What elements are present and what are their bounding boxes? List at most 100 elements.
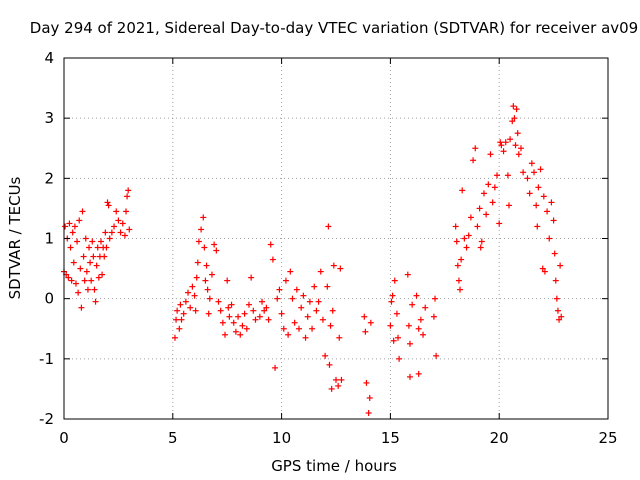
y-tick-label: 2 xyxy=(44,169,54,187)
data-point xyxy=(507,136,514,143)
data-point xyxy=(328,385,335,392)
data-point xyxy=(500,148,507,155)
data-point xyxy=(553,295,560,302)
y-tick-label: -2 xyxy=(39,410,54,428)
data-point xyxy=(480,190,487,197)
data-point xyxy=(206,295,213,302)
data-point xyxy=(126,226,133,233)
data-point xyxy=(105,202,112,209)
data-point xyxy=(256,313,263,320)
data-point xyxy=(326,361,333,368)
data-point xyxy=(205,310,212,317)
data-point xyxy=(176,325,183,332)
data-point xyxy=(265,316,272,323)
data-point xyxy=(182,298,189,305)
data-point xyxy=(75,289,82,296)
data-point xyxy=(420,331,427,338)
chart-title: Day 294 of 2021, Sidereal Day-to-day VTE… xyxy=(30,19,638,37)
data-point xyxy=(367,319,374,326)
data-point xyxy=(208,271,215,278)
data-point xyxy=(505,202,512,209)
data-point xyxy=(93,262,100,269)
data-point xyxy=(92,298,99,305)
data-point xyxy=(101,253,108,260)
data-point xyxy=(177,301,184,308)
data-point xyxy=(539,265,546,272)
data-point xyxy=(250,307,257,314)
data-point xyxy=(415,325,422,332)
data-point xyxy=(478,238,485,245)
data-point xyxy=(387,322,394,329)
data-point xyxy=(267,241,274,248)
data-point xyxy=(524,175,531,182)
data-point xyxy=(366,394,373,401)
data-point xyxy=(243,325,250,332)
data-point xyxy=(72,280,79,287)
y-tick-label: 4 xyxy=(44,49,54,67)
data-point xyxy=(494,172,501,179)
data-point xyxy=(217,307,224,314)
data-point xyxy=(289,295,296,302)
data-point xyxy=(502,139,509,146)
data-point xyxy=(498,142,505,149)
data-point xyxy=(291,319,298,326)
data-point xyxy=(324,283,331,290)
x-tick-label: 0 xyxy=(59,429,69,447)
data-point xyxy=(463,244,470,251)
data-point xyxy=(252,316,259,323)
data-point xyxy=(413,292,420,299)
data-point xyxy=(515,151,522,158)
data-point xyxy=(194,259,201,266)
data-point xyxy=(337,265,344,272)
data-point xyxy=(470,157,477,164)
data-point xyxy=(459,187,466,194)
data-point xyxy=(70,259,77,266)
data-point xyxy=(540,193,547,200)
data-point xyxy=(487,151,494,158)
data-point xyxy=(189,283,196,290)
data-point xyxy=(89,238,96,245)
data-point xyxy=(104,199,111,206)
data-point xyxy=(309,325,316,332)
data-point xyxy=(90,253,97,260)
data-point xyxy=(213,247,220,254)
data-point xyxy=(517,145,524,152)
data-point xyxy=(300,292,307,299)
data-point xyxy=(230,319,237,326)
data-point xyxy=(461,235,468,242)
data-point xyxy=(430,313,437,320)
data-point xyxy=(322,352,329,359)
data-point xyxy=(91,286,98,293)
data-point xyxy=(211,241,218,248)
y-tick-label: 1 xyxy=(44,230,54,248)
data-point xyxy=(406,373,413,380)
y-axis-label: SDTVAR / TECUs xyxy=(6,176,24,299)
data-point xyxy=(195,238,202,245)
data-point xyxy=(511,115,518,122)
data-point xyxy=(325,223,332,230)
data-point xyxy=(335,382,342,389)
data-point xyxy=(432,295,439,302)
data-point xyxy=(124,193,131,200)
data-point xyxy=(228,301,235,308)
data-point xyxy=(552,277,559,284)
data-point xyxy=(248,274,255,281)
data-point xyxy=(269,256,276,263)
data-point xyxy=(192,307,199,314)
data-point xyxy=(497,139,504,146)
data-point xyxy=(280,325,287,332)
data-point xyxy=(467,214,474,221)
data-point xyxy=(203,262,210,269)
data-point xyxy=(315,298,322,305)
data-point xyxy=(302,334,309,341)
data-point xyxy=(472,145,479,152)
data-point xyxy=(546,235,553,242)
data-point xyxy=(88,277,95,284)
data-point xyxy=(245,301,252,308)
data-point xyxy=(330,262,337,269)
data-point xyxy=(81,277,88,284)
data-point xyxy=(333,376,339,383)
data-point xyxy=(274,295,281,302)
data-point xyxy=(62,223,69,230)
